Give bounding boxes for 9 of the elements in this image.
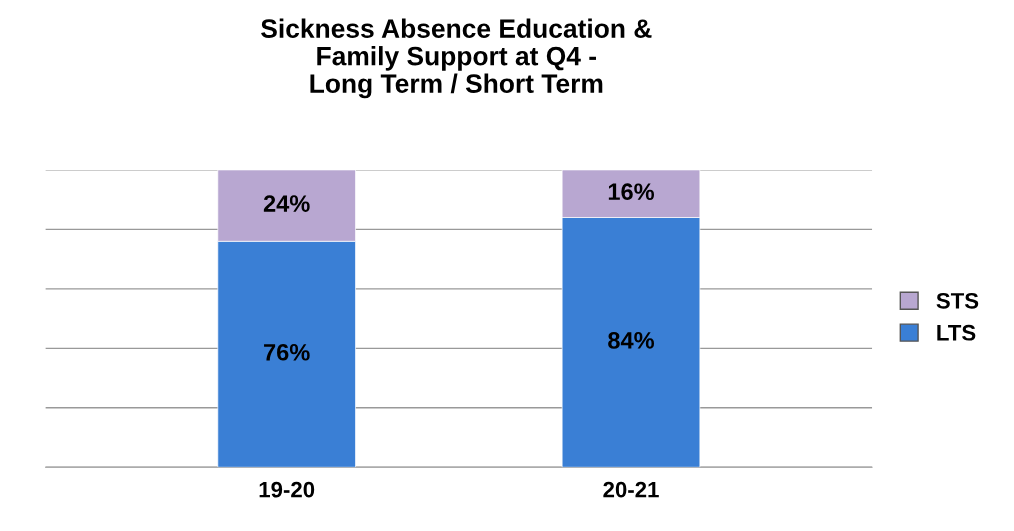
legend-label: STS [936, 292, 979, 309]
data-label: 76% [264, 343, 310, 361]
data-label: 16% [608, 183, 655, 201]
legend-label: LTS [937, 324, 976, 341]
data-label: 84% [608, 332, 655, 349]
data-label: 24% [263, 195, 310, 212]
chart-title: Sickness Absence Education & Family Support at Q4 - Long Term / Short Term [261, 18, 652, 99]
x-tick-label: 20-21 [603, 481, 659, 498]
x-tick-label: 19-20 [259, 481, 315, 498]
